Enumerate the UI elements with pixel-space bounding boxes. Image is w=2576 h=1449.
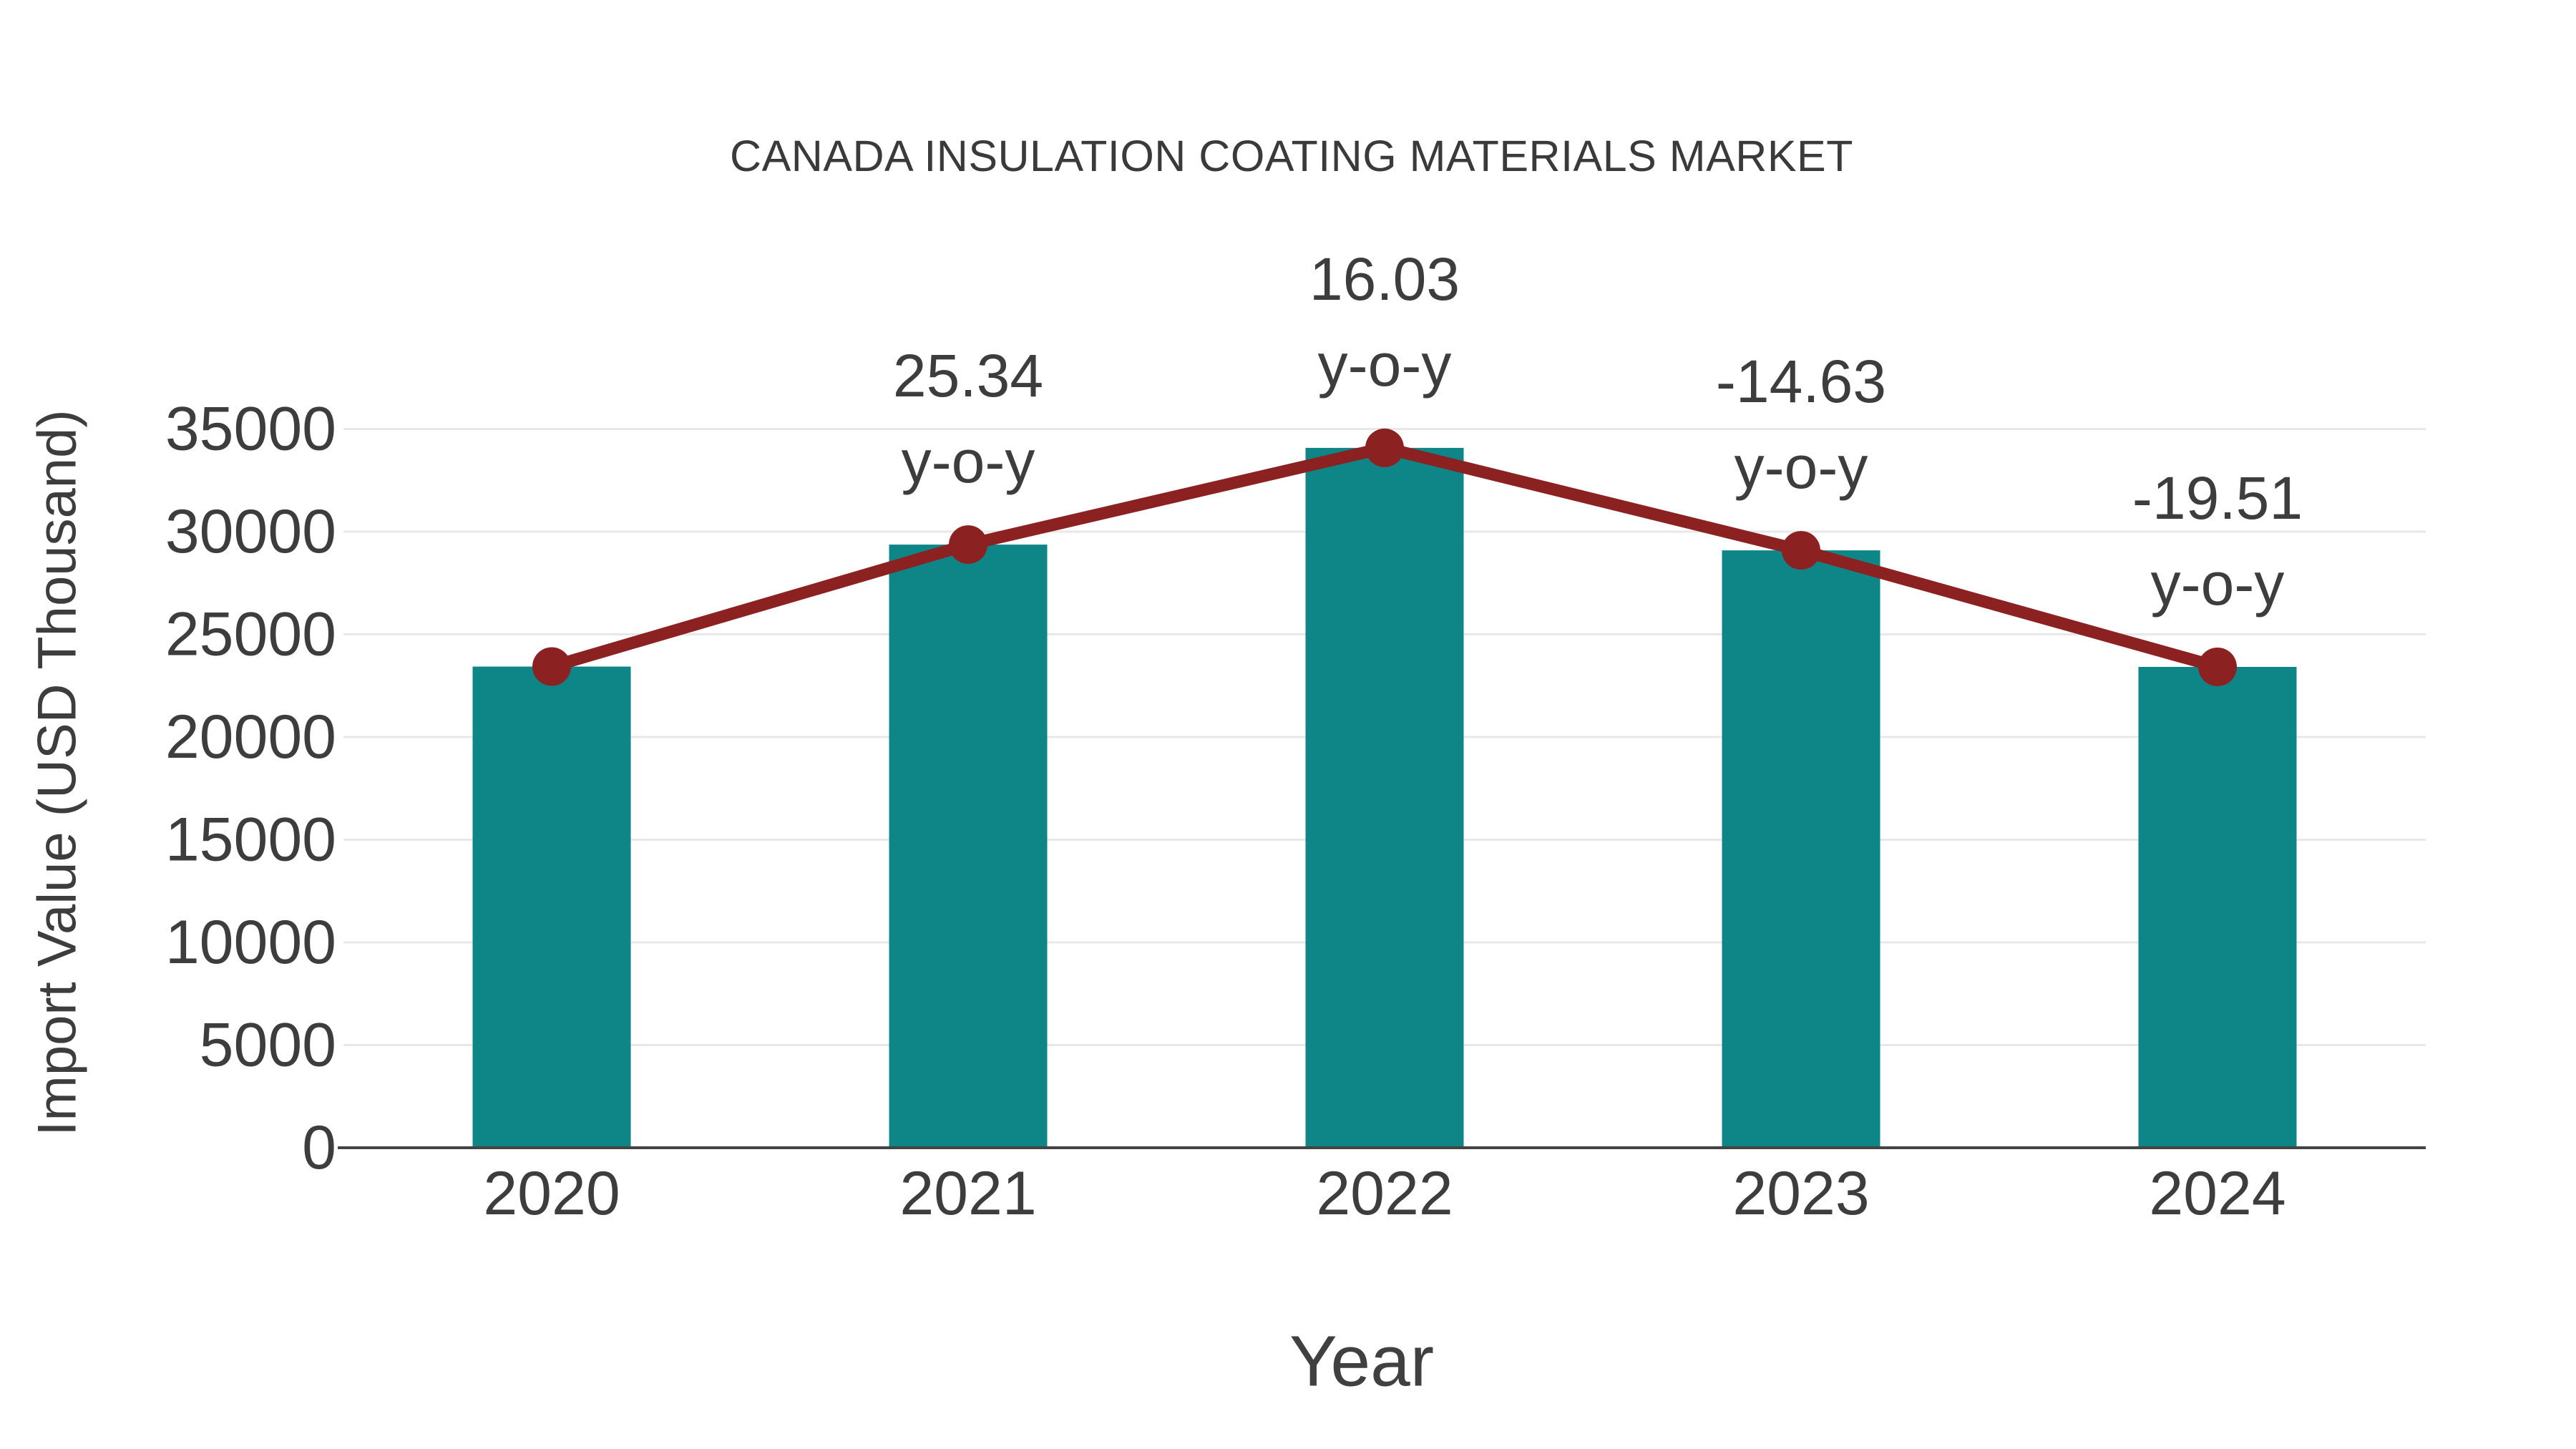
bar-2020: [472, 666, 631, 1148]
data-label-value-2021: 25.34: [893, 342, 1043, 409]
data-label-value-2022: 16.03: [1309, 245, 1460, 313]
y-tick-label: 35000: [165, 395, 336, 464]
bar-2023: [1722, 550, 1880, 1148]
x-tick-label-2020: 2020: [483, 1159, 620, 1228]
data-label-value-2023: -14.63: [1716, 348, 1886, 415]
chart-title: CANADA INSULATION COATING MATERIALS MARK…: [730, 132, 1853, 180]
data-label-suffix-2022: y-o-y: [1318, 331, 1452, 399]
bar-2024: [2138, 666, 2297, 1148]
data-label-value-2024: -19.51: [2132, 464, 2303, 532]
x-axis-title: Year: [1289, 1321, 1435, 1402]
line-point-2024: [2198, 647, 2237, 686]
line-point-2023: [1782, 531, 1820, 570]
x-tick-label-2024: 2024: [2149, 1159, 2285, 1228]
y-tick-label: 0: [302, 1113, 336, 1182]
data-label-suffix-2023: y-o-y: [1735, 434, 1868, 501]
x-tick-label-2023: 2023: [1732, 1159, 1869, 1228]
y-tick-label: 5000: [200, 1011, 336, 1080]
y-tick-label: 10000: [165, 908, 336, 977]
x-tick-label-2021: 2021: [899, 1159, 1036, 1228]
line-point-2021: [949, 525, 987, 565]
data-label-suffix-2021: y-o-y: [902, 428, 1035, 495]
y-tick-label: 15000: [165, 806, 336, 874]
y-tick-label: 30000: [165, 497, 336, 566]
line-point-2022: [1365, 428, 1404, 467]
bar-2021: [889, 545, 1048, 1148]
line-point-2020: [532, 647, 571, 686]
y-tick-label: 25000: [165, 600, 336, 669]
x-tick-label-2022: 2022: [1316, 1159, 1453, 1228]
y-tick-label: 20000: [165, 703, 336, 771]
data-label-suffix-2024: y-o-y: [2151, 550, 2285, 618]
bar-2022: [1305, 447, 1464, 1148]
